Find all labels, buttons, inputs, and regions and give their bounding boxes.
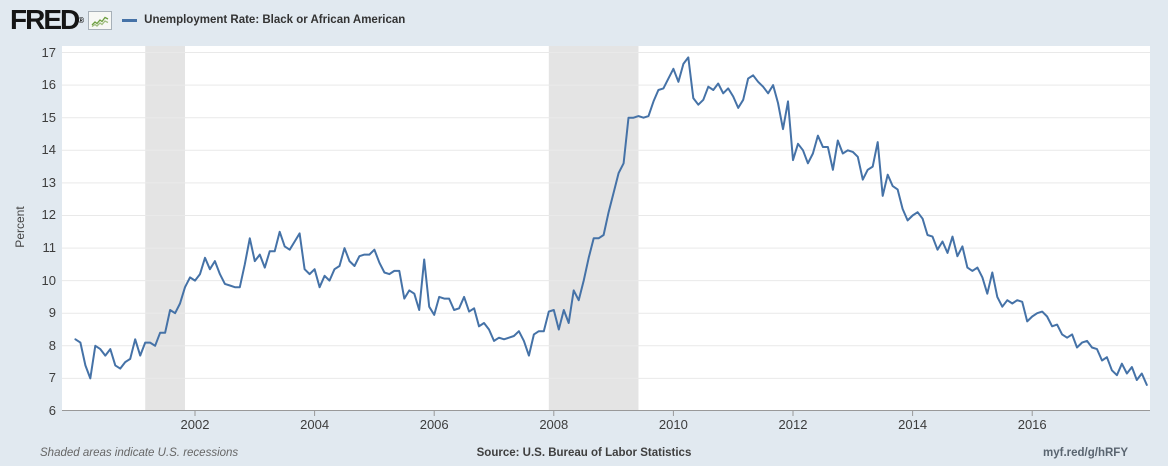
y-axis-tick-label: 6 <box>48 403 56 418</box>
x-axis-tick-label: 2006 <box>419 417 449 432</box>
graph-header: FRED® Unemployment Rate: Black or Africa… <box>10 3 405 35</box>
y-axis-tick-label: 7 <box>48 370 56 386</box>
recession-note: Shaded areas indicate U.S. recessions <box>40 447 239 459</box>
y-axis-tick-label: 8 <box>48 337 56 353</box>
registered-mark: ® <box>78 15 85 25</box>
bottom-strip <box>0 466 1168 470</box>
y-axis-tick-label: 15 <box>41 109 56 125</box>
y-axis-tick-label: 14 <box>41 142 56 158</box>
y-axis-tick-label: 12 <box>41 207 56 223</box>
x-axis-tick-label: 2014 <box>898 417 928 432</box>
series-legend: Unemployment Rate: Black or African Amer… <box>122 14 405 26</box>
fred-logo[interactable]: FRED® <box>10 3 85 35</box>
plot-area[interactable] <box>62 46 1150 418</box>
y-axis-tick-label: 17 <box>41 44 56 60</box>
x-axis-tick-label: 2008 <box>539 417 569 432</box>
recession-band <box>145 46 185 411</box>
x-axis-tick-label: 2002 <box>180 417 210 432</box>
y-axis-tick-label: 13 <box>41 174 56 190</box>
shortlink[interactable]: myf.red/g/hRFY <box>1043 447 1128 459</box>
x-axis-tick-label: 2016 <box>1017 417 1047 432</box>
sparkline-icon <box>88 10 113 30</box>
y-axis-tick-label: 9 <box>48 305 56 321</box>
x-axis-tick-label: 2004 <box>300 417 330 432</box>
series-legend-label[interactable]: Unemployment Rate: Black or African Amer… <box>144 14 406 26</box>
y-axis-tick-label: 16 <box>41 77 56 93</box>
source-text: Source: U.S. Bureau of Labor Statistics <box>476 447 692 459</box>
data-line[interactable] <box>74 56 1148 386</box>
recession-band <box>548 46 639 411</box>
x-axis-tick-label: 2012 <box>778 417 808 432</box>
series-line-marker <box>122 18 138 22</box>
y-axis-tick-label: 10 <box>41 272 56 288</box>
x-axis-tick-label: 2010 <box>658 417 688 432</box>
y-axis-tick-label: 11 <box>42 240 57 256</box>
